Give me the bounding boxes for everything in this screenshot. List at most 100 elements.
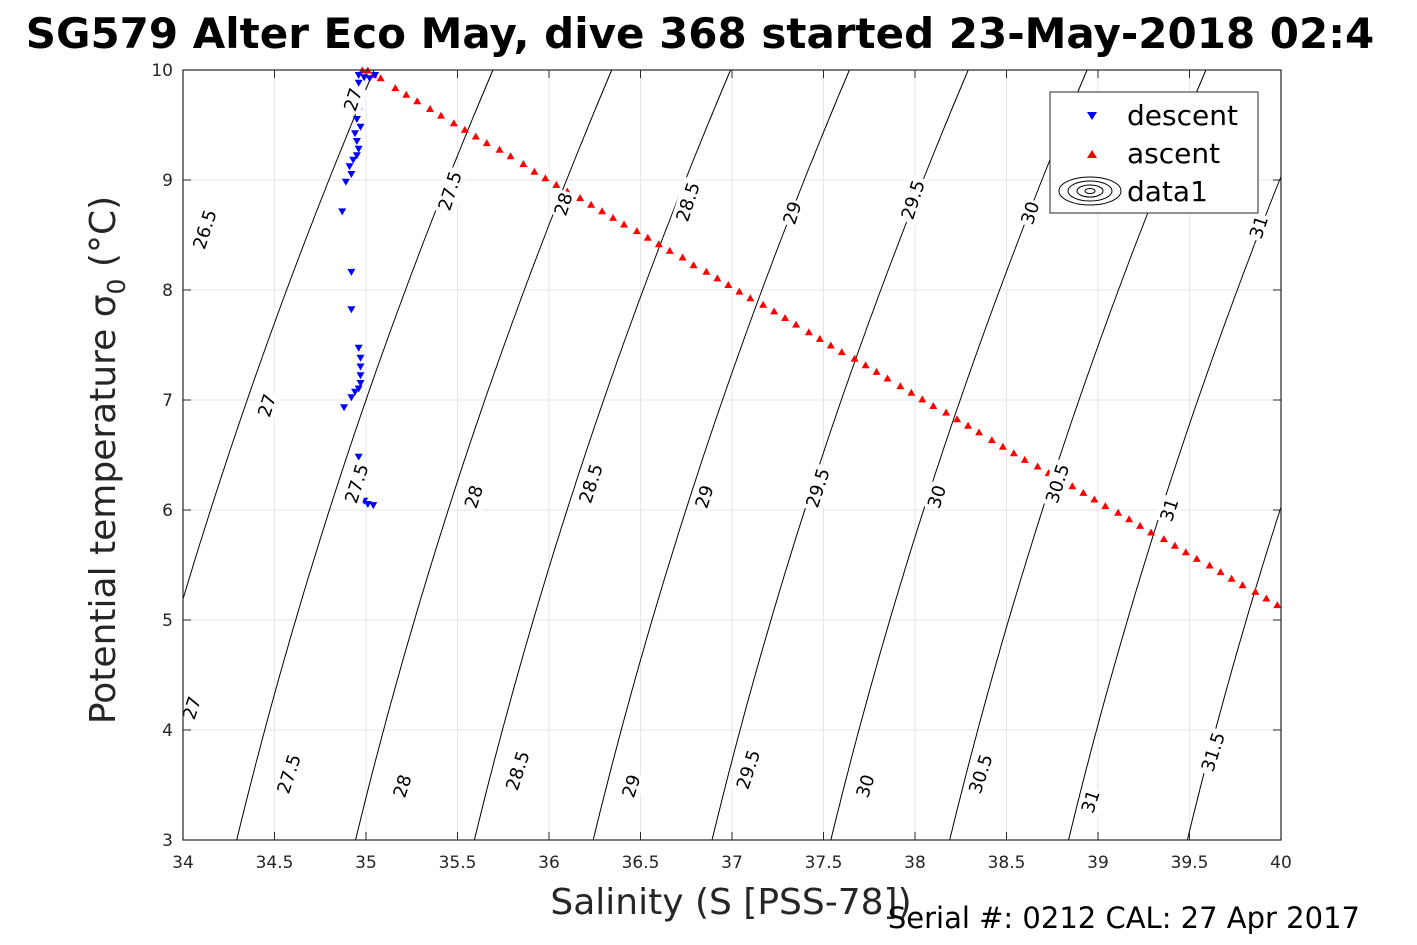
- ascent-point: [713, 274, 722, 282]
- contour-label-background: [1195, 726, 1231, 778]
- y-tick-label: 8: [162, 281, 173, 301]
- ascent-point: [643, 233, 652, 241]
- descent-point: [371, 72, 380, 79]
- ascent-point: [1216, 568, 1225, 576]
- ascent-point: [883, 374, 892, 382]
- contour-line-26-5: [183, 70, 375, 601]
- ascent-point: [391, 84, 400, 92]
- x-tick-label: 36: [538, 853, 560, 873]
- contour-line-31-5: [1301, 54, 1417, 863]
- descent-point: [352, 116, 361, 123]
- ascent-point: [1170, 541, 1179, 549]
- descent-point: [356, 372, 365, 380]
- y-tick-label: 4: [162, 721, 173, 741]
- contour-label-background: [800, 462, 836, 514]
- descent-point: [354, 344, 363, 352]
- contour-label-background: [339, 458, 375, 509]
- ascent-point: [530, 167, 539, 175]
- contour-label-background: [777, 197, 807, 229]
- ascent-point: [804, 328, 813, 336]
- contour-label-background: [549, 188, 579, 220]
- ascent-point: [519, 160, 528, 167]
- ascent-point: [792, 320, 801, 328]
- legend-contour-ring: [1084, 188, 1096, 194]
- x-tick-label: 35.5: [439, 853, 477, 873]
- ascent-point: [724, 281, 733, 288]
- descent-point: [356, 123, 365, 131]
- contour-label-background: [459, 481, 489, 513]
- ascent-point: [1192, 554, 1201, 562]
- descent-point: [345, 163, 354, 171]
- ascent-point: [815, 334, 824, 342]
- ascent-point: [449, 119, 458, 127]
- y-axis-label-subscript: 0: [102, 279, 131, 295]
- x-tick-label: 38: [904, 853, 926, 873]
- descent-point: [354, 453, 363, 461]
- serial-calibration-footer: Serial #: 0212 CAL: 27 Apr 2017: [888, 901, 1360, 935]
- contour-label-background: [271, 748, 307, 800]
- ascent-point: [609, 213, 618, 221]
- ascent-point: [665, 246, 674, 254]
- ascent-point: [1125, 515, 1134, 523]
- ascent-point: [471, 132, 480, 140]
- legend-box: [1049, 91, 1259, 214]
- ascent-point: [1068, 482, 1077, 490]
- ascent-point: [964, 421, 973, 429]
- descent-point: [369, 502, 378, 510]
- contour-label-background: [895, 174, 931, 226]
- legend: descent ascent data1: [1049, 91, 1259, 214]
- contour-label-background: [500, 745, 536, 796]
- y-tick-label: 6: [162, 501, 173, 521]
- contour-label-background: [388, 770, 418, 802]
- ascent-point: [460, 125, 469, 133]
- y-tick-label: 9: [162, 171, 173, 191]
- ascent-point: [998, 442, 1007, 450]
- ascent-point: [632, 227, 641, 235]
- ascent-point: [896, 382, 905, 390]
- ascent-point: [541, 174, 550, 182]
- contour-label-background: [187, 204, 223, 255]
- y-tick-label: 7: [162, 391, 173, 411]
- x-tick-label: 37: [721, 853, 743, 873]
- ascent-point: [929, 402, 938, 409]
- contour-line-28-5: [592, 70, 850, 840]
- y-tick-label: 10: [151, 61, 173, 81]
- contour-label-background: [1076, 785, 1106, 818]
- ascent-point: [587, 200, 596, 208]
- ascent-point: [413, 97, 422, 105]
- contour-label-background: [573, 458, 609, 509]
- ascent-point: [759, 300, 768, 308]
- contour-label-background: [432, 165, 468, 217]
- ascent-point: [689, 261, 698, 269]
- descent-point: [347, 306, 356, 314]
- ascent-point: [482, 139, 491, 147]
- ascent-point: [942, 408, 951, 416]
- ascent-point: [495, 145, 504, 153]
- contour-label-background: [616, 770, 646, 802]
- y-tick-label: 3: [162, 831, 173, 851]
- x-axis-label: Salinity (S [PSS-78]): [550, 882, 911, 923]
- contour-line-27-5: [354, 70, 613, 840]
- x-tick-label: 40: [1270, 853, 1292, 873]
- contour-label-background: [1015, 197, 1045, 229]
- ascent-point: [770, 307, 779, 315]
- x-tick-label: 39.5: [1171, 853, 1209, 873]
- ascent-point: [735, 287, 744, 295]
- ascent-point: [402, 90, 411, 98]
- descent-point: [347, 171, 356, 178]
- contour-label-background: [963, 748, 999, 800]
- ascent-point: [1020, 455, 1029, 463]
- legend-contour-ring: [1076, 184, 1104, 198]
- ascent-point: [1009, 449, 1018, 457]
- x-tick-label: 35: [355, 853, 377, 873]
- ascent-point: [1147, 528, 1156, 536]
- y-axis-label-main: Potential temperature σ: [83, 294, 124, 724]
- ascent-point: [1159, 535, 1168, 543]
- contour-label-background: [177, 692, 207, 724]
- descent-point: [356, 354, 365, 362]
- contour-line-30-5: [1067, 175, 1281, 840]
- descent-point: [356, 363, 365, 371]
- ascent-point: [975, 428, 984, 436]
